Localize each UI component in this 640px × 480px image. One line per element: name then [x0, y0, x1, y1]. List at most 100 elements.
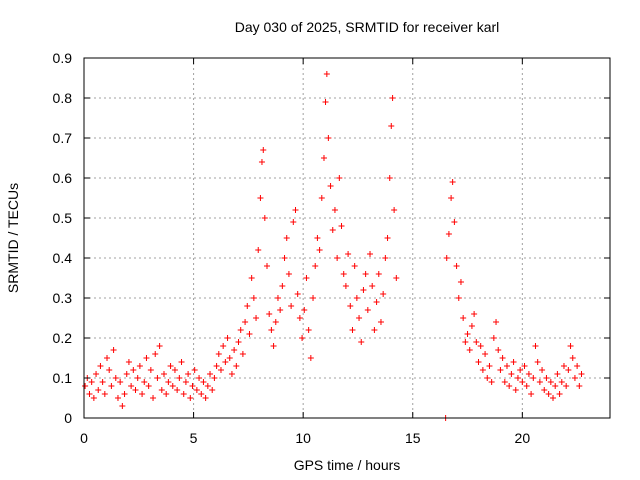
data-point: [576, 383, 583, 389]
data-point: [253, 315, 260, 321]
data-point: [228, 371, 235, 377]
data-point: [578, 371, 585, 377]
data-point: [99, 379, 106, 385]
data-point: [303, 275, 310, 281]
y-tick-label: 0.5: [53, 210, 73, 226]
data-point: [187, 395, 194, 401]
data-point: [455, 295, 462, 301]
data-point: [457, 279, 464, 285]
data-point: [215, 351, 222, 357]
data-point: [307, 355, 314, 361]
data-point: [493, 319, 500, 325]
data-point: [523, 383, 530, 389]
data-point: [340, 271, 347, 277]
data-point: [342, 283, 349, 289]
y-tick-label: 0.6: [53, 170, 73, 186]
data-point: [134, 375, 141, 381]
data-point: [571, 375, 578, 381]
y-tick-label: 0.1: [53, 370, 73, 386]
data-point: [239, 351, 246, 357]
data-point: [563, 383, 570, 389]
data-point: [323, 71, 330, 77]
data-point: [375, 271, 382, 277]
data-point: [258, 159, 265, 165]
data-point: [347, 303, 354, 309]
data-point: [178, 359, 185, 365]
data-point: [384, 235, 391, 241]
data-point: [264, 263, 271, 269]
data-point: [534, 359, 541, 365]
data-point: [510, 359, 517, 365]
data-points-layer: [82, 71, 585, 421]
data-point: [567, 343, 574, 349]
data-point: [380, 291, 387, 297]
data-point: [281, 255, 288, 261]
data-point: [556, 391, 563, 397]
data-point: [539, 367, 546, 373]
data-point: [364, 307, 371, 313]
data-point: [226, 355, 233, 361]
data-point: [560, 363, 567, 369]
data-point: [558, 379, 565, 385]
data-point: [501, 379, 508, 385]
data-point: [104, 355, 111, 361]
data-point: [448, 195, 455, 201]
data-point: [266, 311, 273, 317]
data-point: [154, 375, 161, 381]
chart-title: Day 030 of 2025, SRMTID for receiver kar…: [235, 19, 500, 35]
data-point: [536, 379, 543, 385]
data-point: [530, 375, 537, 381]
data-point: [331, 207, 338, 213]
data-point: [90, 395, 97, 401]
data-point: [260, 147, 267, 153]
data-point: [508, 371, 515, 377]
data-point: [268, 327, 275, 333]
data-point: [336, 175, 343, 181]
y-tick-label: 0.8: [53, 90, 73, 106]
data-point: [486, 363, 493, 369]
data-point: [543, 375, 550, 381]
data-point: [143, 355, 150, 361]
data-point: [466, 347, 473, 353]
data-point: [147, 367, 154, 373]
data-point: [125, 359, 132, 365]
data-point: [274, 295, 281, 301]
data-point: [393, 275, 400, 281]
data-point: [248, 275, 255, 281]
data-point: [349, 327, 356, 333]
y-tick-label: 0.9: [53, 50, 73, 66]
data-point: [272, 319, 279, 325]
x-tick-label: 20: [515, 430, 531, 446]
data-point: [338, 223, 345, 229]
data-point: [202, 395, 209, 401]
data-point: [108, 383, 115, 389]
data-point: [519, 379, 526, 385]
data-point: [189, 383, 196, 389]
data-point: [554, 371, 561, 377]
data-point: [163, 391, 170, 397]
data-point: [569, 355, 576, 361]
data-point: [207, 371, 214, 377]
data-point: [191, 367, 198, 373]
data-point: [391, 207, 398, 213]
data-point: [110, 347, 117, 353]
data-point: [495, 347, 502, 353]
data-point: [353, 295, 360, 301]
x-tick-label: 0: [80, 430, 88, 446]
data-point: [130, 367, 137, 373]
data-point: [283, 235, 290, 241]
data-point: [488, 379, 495, 385]
data-point: [312, 263, 319, 269]
data-point: [220, 343, 227, 349]
data-point: [182, 379, 189, 385]
data-point: [521, 363, 528, 369]
data-point: [117, 379, 124, 385]
data-point: [525, 371, 532, 377]
data-point: [547, 379, 554, 385]
data-point: [369, 283, 376, 289]
data-point: [106, 367, 113, 373]
data-point: [255, 247, 262, 253]
data-point: [360, 287, 367, 293]
data-point: [305, 327, 312, 333]
data-point: [389, 95, 396, 101]
